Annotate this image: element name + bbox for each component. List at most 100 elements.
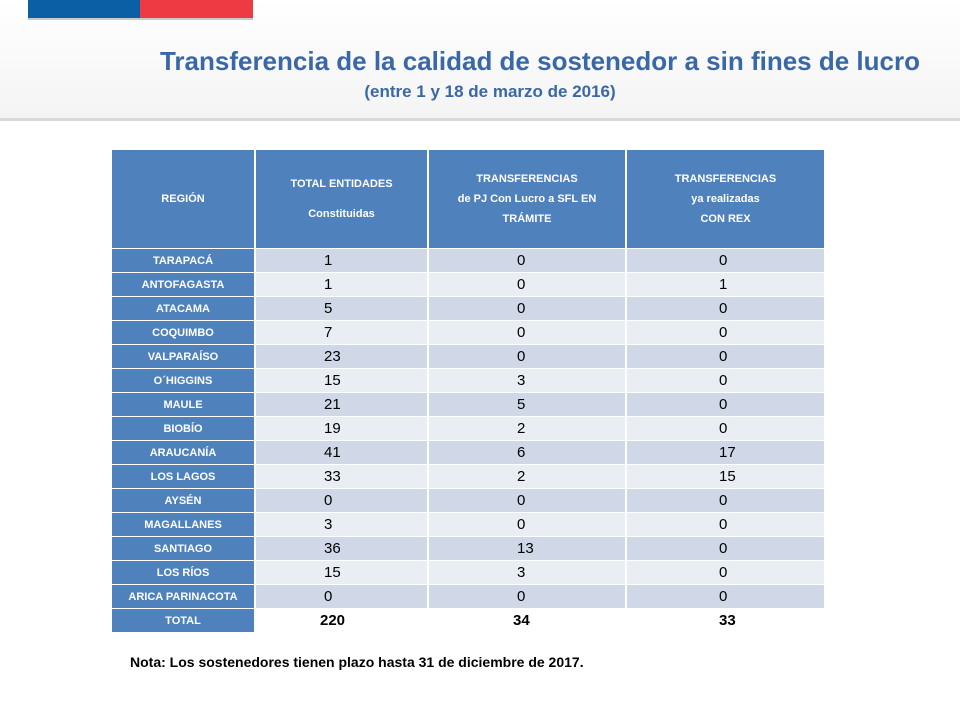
tramite-cell: 2 xyxy=(428,464,627,489)
region-cell: TARAPACÁ xyxy=(112,248,256,273)
table-row: SANTIAGO 36 13 0 xyxy=(112,536,824,561)
tramite-total-cell: 34 xyxy=(428,608,627,632)
tramite-cell: 5 xyxy=(428,392,627,417)
total-cell: 19 xyxy=(255,416,429,441)
rex-cell: 0 xyxy=(626,248,824,273)
tramite-cell: 0 xyxy=(428,320,627,345)
footnote: Nota: Los sostenedores tienen plazo hast… xyxy=(130,654,584,670)
table-header-row: REGIÓN TOTAL ENTIDADES Constituidas TRAN… xyxy=(112,150,824,249)
tramite-cell: 2 xyxy=(428,416,627,441)
tramite-cell: 0 xyxy=(428,512,627,537)
rex-cell: 0 xyxy=(626,512,824,537)
header-tramite-line2: de PJ Con Lucro a SFL EN xyxy=(457,193,597,205)
region-cell: MAGALLANES xyxy=(112,512,256,537)
table-row: ANTOFAGASTA 1 0 1 xyxy=(112,272,824,297)
header-region: REGIÓN xyxy=(112,150,256,249)
region-cell: MAULE xyxy=(112,392,256,417)
total-cell: 3 xyxy=(255,512,429,537)
total-cell: 21 xyxy=(255,392,429,417)
total-cell: 15 xyxy=(255,560,429,585)
table-row: LOS RÍOS 15 3 0 xyxy=(112,560,824,585)
region-cell: LOS LAGOS xyxy=(112,464,256,489)
tramite-cell: 0 xyxy=(428,488,627,513)
page-subtitle: (entre 1 y 18 de marzo de 2016) xyxy=(364,82,616,101)
header-tramite-line1: TRANSFERENCIAS xyxy=(476,173,578,185)
rex-cell: 0 xyxy=(626,368,824,393)
grand-total-cell: 220 xyxy=(255,608,429,632)
tramite-cell: 3 xyxy=(428,560,627,585)
region-cell: BIOBÍO xyxy=(112,416,256,441)
rex-cell: 17 xyxy=(626,440,824,465)
tramite-cell: 0 xyxy=(428,272,627,297)
table-row: COQUIMBO 7 0 0 xyxy=(112,320,824,345)
table-total-row: TOTAL 220 34 33 xyxy=(112,608,824,632)
rex-cell: 0 xyxy=(626,584,824,609)
header-rex-line1: TRANSFERENCIAS xyxy=(674,173,777,185)
table-row: BIOBÍO 19 2 0 xyxy=(112,416,824,441)
table-row: LOS LAGOS 33 2 15 xyxy=(112,464,824,489)
header-tramite-line3: TRÁMITE xyxy=(502,213,552,225)
region-cell: ANTOFAGASTA xyxy=(112,272,256,297)
header-transferencias-rex: TRANSFERENCIAS ya realizadas CON REX xyxy=(626,150,824,249)
header-total-line1: TOTAL ENTIDADES xyxy=(290,178,393,190)
region-cell: O´HIGGINS xyxy=(112,368,256,393)
header-rex-line2: ya realizadas xyxy=(691,193,760,205)
region-cell: VALPARAÍSO xyxy=(112,344,256,369)
table-row: ATACAMA 5 0 0 xyxy=(112,296,824,321)
flag-divider xyxy=(28,18,253,20)
total-cell: 5 xyxy=(255,296,429,321)
rex-cell: 0 xyxy=(626,488,824,513)
tramite-cell: 0 xyxy=(428,584,627,609)
total-cell: 36 xyxy=(255,536,429,561)
table-row: MAGALLANES 3 0 0 xyxy=(112,512,824,537)
rex-cell: 0 xyxy=(626,344,824,369)
tramite-cell: 0 xyxy=(428,296,627,321)
rex-cell: 15 xyxy=(626,464,824,489)
rex-cell: 0 xyxy=(626,416,824,441)
region-cell: ARICA PARINACOTA xyxy=(112,584,256,609)
total-cell: 7 xyxy=(255,320,429,345)
table-row: MAULE 21 5 0 xyxy=(112,392,824,417)
total-label-cell: TOTAL xyxy=(112,608,256,632)
total-cell: 0 xyxy=(255,488,429,513)
total-cell: 0 xyxy=(255,584,429,609)
table-row: O´HIGGINS 15 3 0 xyxy=(112,368,824,393)
flag-red-stripe xyxy=(140,0,253,18)
header-total-entidades: TOTAL ENTIDADES Constituidas xyxy=(255,150,429,249)
rex-cell: 1 xyxy=(626,272,824,297)
rex-cell: 0 xyxy=(626,392,824,417)
rex-cell: 0 xyxy=(626,296,824,321)
total-cell: 15 xyxy=(255,368,429,393)
page-title: Transferencia de la calidad de sostenedo… xyxy=(159,46,920,76)
table-row: TARAPACÁ 1 0 0 xyxy=(112,248,824,273)
tramite-cell: 3 xyxy=(428,368,627,393)
total-cell: 23 xyxy=(255,344,429,369)
flag-blue-stripe xyxy=(28,0,140,18)
rex-total-cell: 33 xyxy=(626,608,824,632)
total-cell: 1 xyxy=(255,248,429,273)
tramite-cell: 6 xyxy=(428,440,627,465)
tramite-cell: 0 xyxy=(428,344,627,369)
region-cell: AYSÉN xyxy=(112,488,256,513)
region-cell: COQUIMBO xyxy=(112,320,256,345)
header-rex-line3: CON REX xyxy=(700,213,751,225)
rex-cell: 0 xyxy=(626,560,824,585)
tramite-cell: 0 xyxy=(428,248,627,273)
total-cell: 33 xyxy=(255,464,429,489)
table-row: VALPARAÍSO 23 0 0 xyxy=(112,344,824,369)
table-row: AYSÉN 0 0 0 xyxy=(112,488,824,513)
header-transferencias-tramite: TRANSFERENCIAS de PJ Con Lucro a SFL EN … xyxy=(428,150,627,249)
region-cell: ARAUCANÍA xyxy=(112,440,256,465)
tramite-cell: 13 xyxy=(428,536,627,561)
transfer-table: REGIÓN TOTAL ENTIDADES Constituidas TRAN… xyxy=(112,150,824,632)
total-cell: 1 xyxy=(255,272,429,297)
region-cell: SANTIAGO xyxy=(112,536,256,561)
region-cell: LOS RÍOS xyxy=(112,560,256,585)
rex-cell: 0 xyxy=(626,320,824,345)
header-band: Transferencia de la calidad de sostenedo… xyxy=(0,0,960,121)
rex-cell: 0 xyxy=(626,536,824,561)
header-total-line2: Constituidas xyxy=(308,208,375,220)
total-cell: 41 xyxy=(255,440,429,465)
table-row: ARICA PARINACOTA 0 0 0 xyxy=(112,584,824,609)
table-row: ARAUCANÍA 41 6 17 xyxy=(112,440,824,465)
